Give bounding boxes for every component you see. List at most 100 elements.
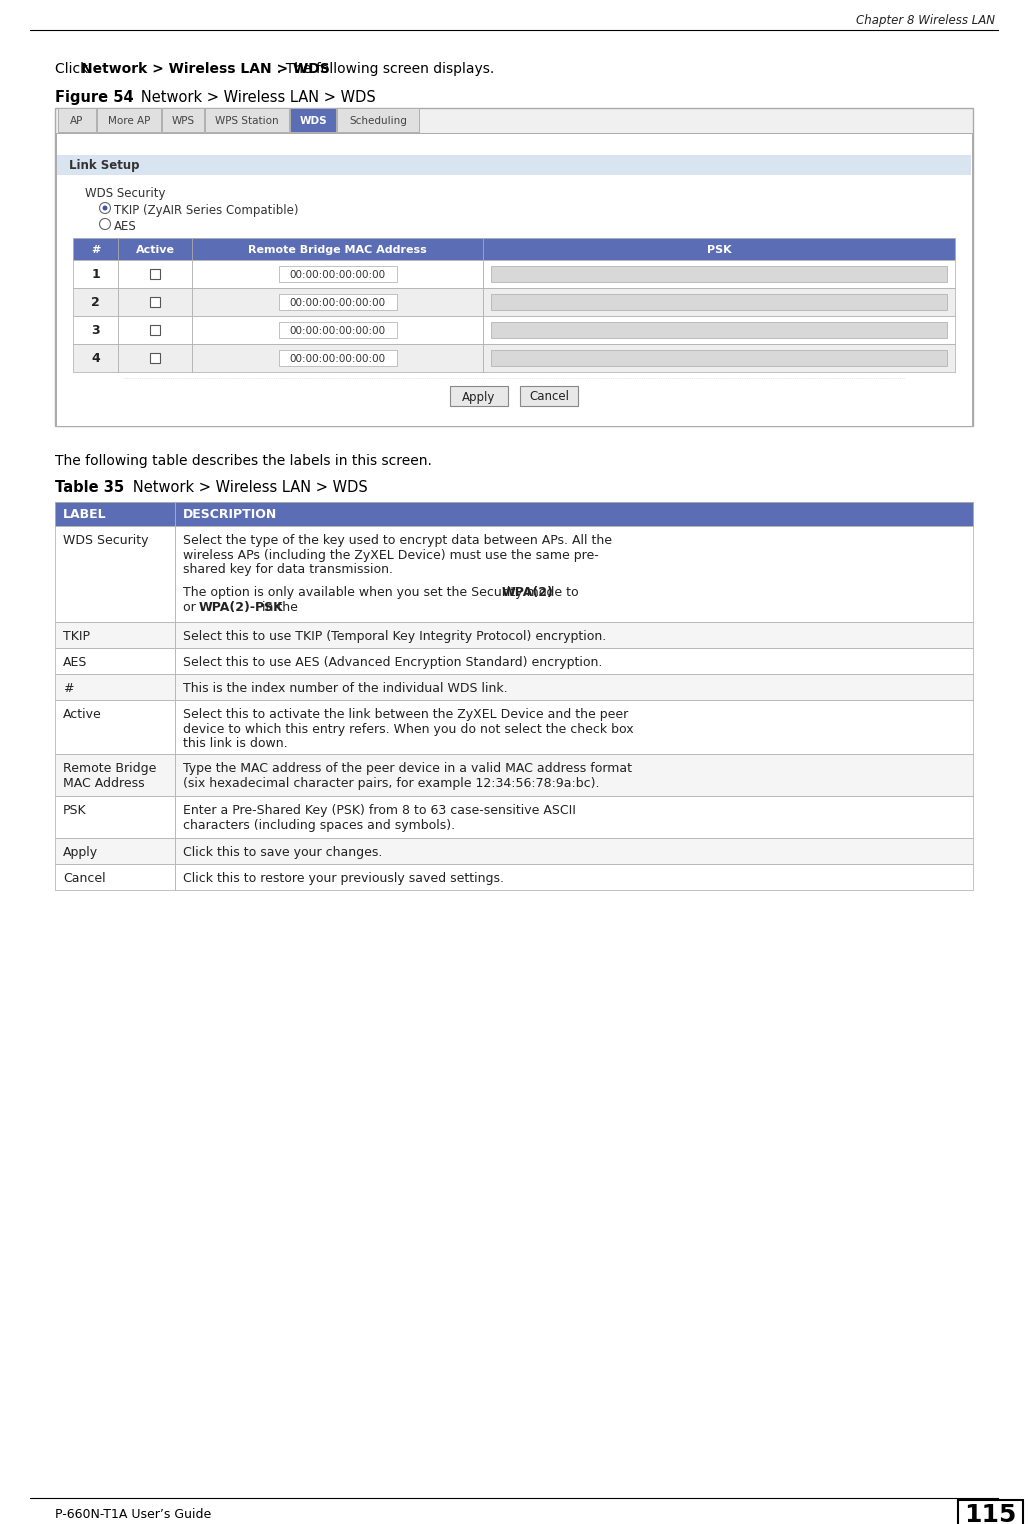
Bar xyxy=(279,322,397,338)
Bar xyxy=(150,325,160,335)
Bar xyxy=(958,1500,1023,1524)
Bar xyxy=(162,108,204,133)
Text: AES: AES xyxy=(63,655,87,669)
Text: The following table describes the labels in this screen.: The following table describes the labels… xyxy=(56,454,432,468)
Bar xyxy=(175,838,972,864)
Bar xyxy=(192,344,483,372)
Bar xyxy=(483,344,955,372)
Bar xyxy=(290,108,336,133)
Text: WPA(2): WPA(2) xyxy=(502,587,553,599)
Text: Network > Wireless LAN > WDS: Network > Wireless LAN > WDS xyxy=(81,62,330,76)
Bar xyxy=(118,261,192,288)
Text: 4: 4 xyxy=(91,352,100,366)
Text: PSK: PSK xyxy=(706,245,731,255)
Text: Figure 54: Figure 54 xyxy=(56,90,134,105)
Bar xyxy=(118,315,192,344)
Circle shape xyxy=(100,203,110,213)
Bar xyxy=(56,864,175,890)
Bar xyxy=(491,294,947,309)
Text: Type the MAC address of the peer device in a valid MAC address format: Type the MAC address of the peer device … xyxy=(183,762,632,776)
Text: WPA(2)-PSK: WPA(2)-PSK xyxy=(198,600,283,614)
Bar xyxy=(175,622,972,648)
Bar xyxy=(192,288,483,315)
Bar xyxy=(175,648,972,674)
Text: 2: 2 xyxy=(91,297,100,309)
Bar xyxy=(118,238,192,261)
Text: or: or xyxy=(183,600,199,614)
Text: WPS Station: WPS Station xyxy=(215,116,279,126)
Text: TKIP (ZyAIR Series Compatible): TKIP (ZyAIR Series Compatible) xyxy=(114,204,298,216)
Text: AP: AP xyxy=(70,116,83,126)
Text: Select the type of the key used to encrypt data between APs. All the: Select the type of the key used to encry… xyxy=(183,533,612,547)
Text: Select this to use TKIP (Temporal Key Integrity Protocol) encryption.: Select this to use TKIP (Temporal Key In… xyxy=(183,629,607,643)
Text: Link Setup: Link Setup xyxy=(69,160,140,172)
Bar xyxy=(73,288,118,315)
Text: Click this to restore your previously saved settings.: Click this to restore your previously sa… xyxy=(183,872,504,885)
Text: 1: 1 xyxy=(91,268,100,282)
Text: Cancel: Cancel xyxy=(63,872,106,885)
Text: Chapter 8 Wireless LAN: Chapter 8 Wireless LAN xyxy=(856,14,995,27)
Text: (six hexadecimal character pairs, for example 12:34:56:78:9a:bc).: (six hexadecimal character pairs, for ex… xyxy=(183,777,599,789)
Text: WPS: WPS xyxy=(172,116,194,126)
Bar xyxy=(491,351,947,366)
Bar xyxy=(97,108,161,133)
Bar xyxy=(337,108,419,133)
Bar xyxy=(56,700,175,754)
Bar xyxy=(56,674,175,700)
Text: DESCRIPTION: DESCRIPTION xyxy=(183,509,278,521)
Text: WDS: WDS xyxy=(299,116,327,126)
Text: Enter a Pre-Shared Key (PSK) from 8 to 63 case-sensitive ASCII: Enter a Pre-Shared Key (PSK) from 8 to 6… xyxy=(183,805,576,817)
Circle shape xyxy=(100,218,110,230)
Text: Scheduling: Scheduling xyxy=(350,116,407,126)
Text: PSK: PSK xyxy=(63,805,86,817)
Text: Cancel: Cancel xyxy=(529,390,570,404)
Bar xyxy=(483,238,955,261)
Text: device to which this entry refers. When you do not select the check box: device to which this entry refers. When … xyxy=(183,722,633,736)
Bar xyxy=(73,315,118,344)
Text: Network > Wireless LAN > WDS: Network > Wireless LAN > WDS xyxy=(119,480,368,495)
Bar xyxy=(491,322,947,338)
Text: Apply: Apply xyxy=(63,846,98,860)
Bar xyxy=(192,315,483,344)
Text: TKIP: TKIP xyxy=(63,629,90,643)
Bar xyxy=(175,796,972,838)
Bar xyxy=(192,261,483,288)
Text: Click: Click xyxy=(56,62,93,76)
Text: Active: Active xyxy=(63,709,102,721)
Text: 3: 3 xyxy=(91,325,100,337)
Bar xyxy=(175,501,972,526)
Bar xyxy=(175,526,972,622)
Text: 00:00:00:00:00:00: 00:00:00:00:00:00 xyxy=(290,326,386,335)
Bar xyxy=(175,700,972,754)
Text: WDS Security: WDS Security xyxy=(63,533,148,547)
Text: Select this to activate the link between the ZyXEL Device and the peer: Select this to activate the link between… xyxy=(183,709,628,721)
Text: AES: AES xyxy=(114,219,137,233)
Bar xyxy=(175,864,972,890)
Bar xyxy=(56,838,175,864)
Text: characters (including spaces and symbols).: characters (including spaces and symbols… xyxy=(183,818,455,832)
Bar xyxy=(56,526,175,622)
Text: More AP: More AP xyxy=(108,116,150,126)
Bar xyxy=(491,267,947,282)
Bar xyxy=(73,238,118,261)
Bar xyxy=(205,108,289,133)
Text: 00:00:00:00:00:00: 00:00:00:00:00:00 xyxy=(290,354,386,364)
Text: Network > Wireless LAN > WDS: Network > Wireless LAN > WDS xyxy=(127,90,376,105)
Text: The option is only available when you set the Security mode to: The option is only available when you se… xyxy=(183,587,583,599)
Text: Apply: Apply xyxy=(463,390,495,404)
Circle shape xyxy=(103,206,108,210)
Text: in the: in the xyxy=(258,600,302,614)
Text: This is the index number of the individual WDS link.: This is the index number of the individu… xyxy=(183,683,508,695)
Text: this link is down.: this link is down. xyxy=(183,738,288,750)
Bar xyxy=(118,288,192,315)
Text: . The following screen displays.: . The following screen displays. xyxy=(277,62,494,76)
Bar xyxy=(483,261,955,288)
Bar xyxy=(150,297,160,306)
Bar xyxy=(73,344,118,372)
Text: 00:00:00:00:00:00: 00:00:00:00:00:00 xyxy=(290,299,386,308)
Bar xyxy=(520,386,578,405)
Bar xyxy=(57,155,971,175)
Text: #: # xyxy=(63,683,73,695)
Bar xyxy=(279,351,397,366)
Text: Active: Active xyxy=(136,245,175,255)
